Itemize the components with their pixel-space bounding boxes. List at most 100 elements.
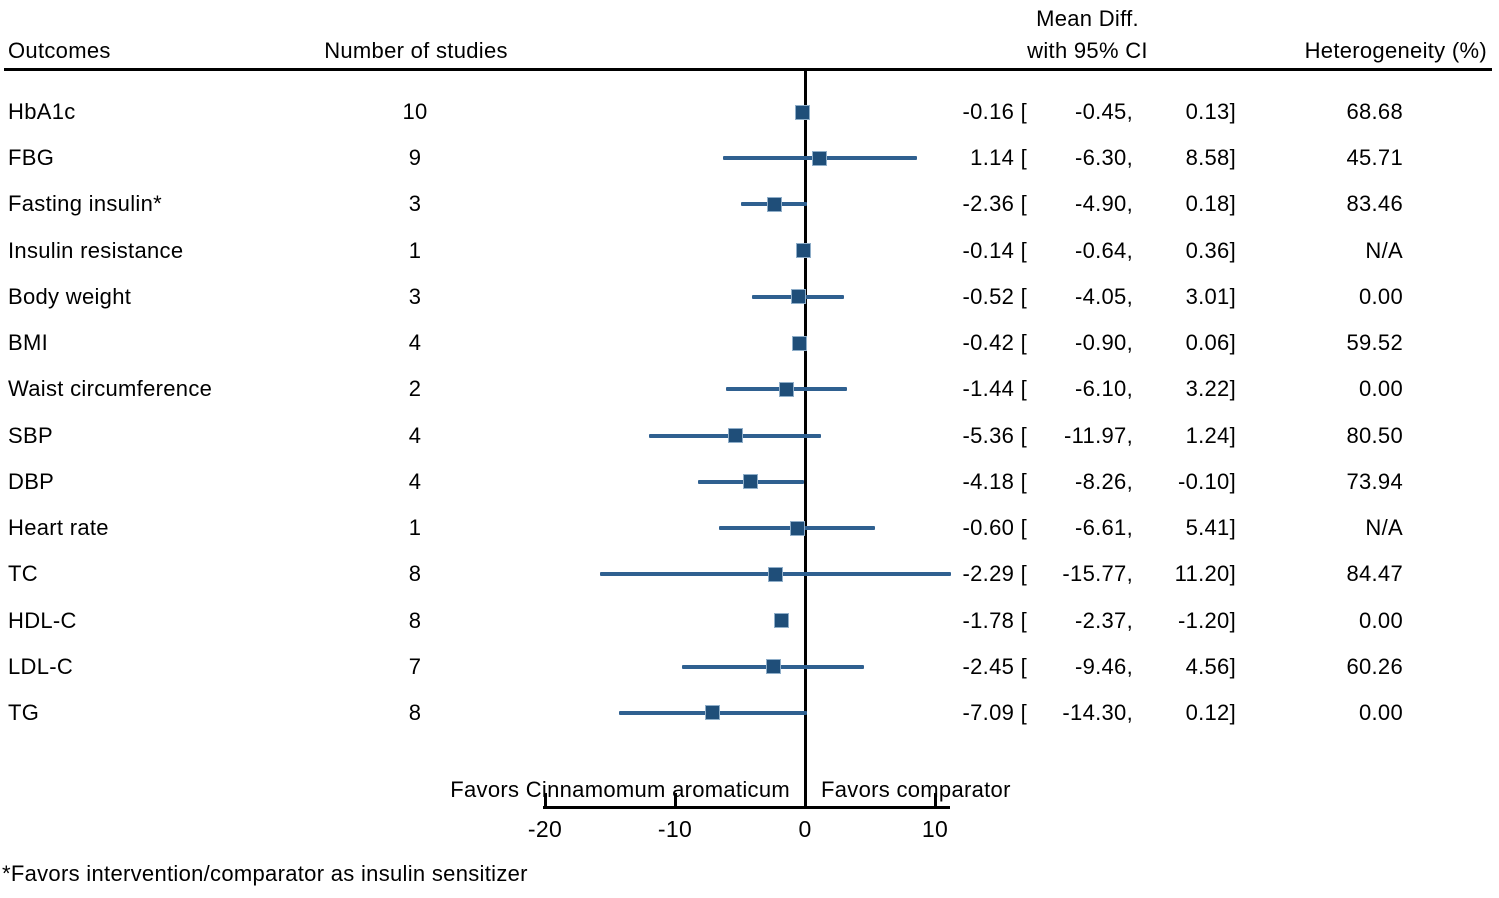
point-estimate-marker — [766, 660, 780, 674]
x-axis-line — [543, 806, 950, 809]
study-count: 8 — [408, 607, 422, 633]
mean-diff-estimate: -1.78 [ — [962, 607, 1027, 633]
mean-diff-estimate: -4.18 [ — [962, 468, 1027, 494]
study-count: 3 — [408, 283, 422, 309]
ci-lower-bound: -4.90, — [1074, 191, 1133, 217]
ci-lower-bound: -6.30, — [1074, 145, 1133, 171]
ci-lower-bound: -15.77, — [1062, 561, 1133, 587]
outcome-label: BMI — [8, 330, 49, 356]
mean-diff-estimate: -1.44 [ — [962, 376, 1027, 402]
ci-lower-bound: -8.26, — [1074, 468, 1133, 494]
x-axis-tick — [673, 793, 677, 807]
outcome-label: Body weight — [8, 283, 132, 309]
column-header-mean-diff-line2: with 95% CI — [1027, 38, 1148, 63]
ci-upper-bound: 0.06] — [1185, 330, 1236, 356]
point-estimate-marker — [706, 706, 720, 720]
ci-lower-bound: -6.61, — [1074, 515, 1133, 541]
outcome-label: Waist circumference — [8, 376, 213, 402]
ci-upper-bound: -0.10] — [1177, 468, 1236, 494]
study-count: 1 — [408, 237, 422, 263]
x-axis-tick — [933, 793, 937, 807]
x-axis-tick-label: -10 — [657, 816, 693, 842]
point-estimate-marker — [793, 336, 807, 350]
x-axis-tick-label: 0 — [798, 816, 812, 842]
mean-diff-estimate: -0.60 [ — [962, 515, 1027, 541]
outcome-label: LDL-C — [8, 653, 74, 679]
study-count: 1 — [408, 515, 422, 541]
study-count: 7 — [408, 653, 422, 679]
heterogeneity-value: 0.00 — [1358, 607, 1403, 633]
heterogeneity-value: N/A — [1365, 515, 1403, 541]
x-axis-tick-label: -20 — [527, 816, 563, 842]
outcome-label: HDL-C — [8, 607, 77, 633]
column-header-heterogeneity: Heterogeneity (%) — [1304, 38, 1487, 63]
x-axis-tick — [803, 793, 807, 807]
column-header-outcomes: Outcomes — [8, 38, 111, 63]
ci-upper-bound: 5.41] — [1185, 515, 1236, 541]
ci-upper-bound: 3.22] — [1185, 376, 1236, 402]
ci-upper-bound: 4.56] — [1185, 653, 1236, 679]
point-estimate-marker — [728, 429, 742, 443]
mean-diff-estimate: -2.29 [ — [962, 561, 1027, 587]
point-estimate-marker — [775, 614, 789, 628]
outcome-label: DBP — [8, 468, 55, 494]
mean-diff-estimate: -0.14 [ — [962, 237, 1027, 263]
outcome-label: Fasting insulin* — [8, 191, 162, 217]
outcome-label: TG — [8, 699, 40, 725]
point-estimate-marker — [744, 475, 758, 489]
ci-lower-bound: -9.46, — [1074, 653, 1133, 679]
outcome-label: FBG — [8, 145, 55, 171]
ci-lower-bound: -11.97, — [1064, 422, 1133, 448]
heterogeneity-value: 83.46 — [1346, 191, 1403, 217]
heterogeneity-value: 84.47 — [1346, 561, 1403, 587]
heterogeneity-value: 0.00 — [1358, 283, 1403, 309]
heterogeneity-value: 0.00 — [1358, 376, 1403, 402]
point-estimate-marker — [779, 382, 793, 396]
favors-left-label: Favors Cinnamomum aromaticum — [450, 777, 790, 802]
mean-diff-estimate: -7.09 [ — [962, 699, 1027, 725]
point-estimate-marker — [768, 567, 782, 581]
point-estimate-marker — [767, 197, 781, 211]
point-estimate-marker — [791, 290, 805, 304]
point-estimate-marker — [796, 105, 810, 119]
footnote: *Favors intervention/comparator as insul… — [2, 861, 528, 886]
heterogeneity-value: 45.71 — [1346, 145, 1403, 171]
ci-lower-bound: -2.37, — [1074, 607, 1133, 633]
x-axis-tick — [543, 793, 547, 807]
ci-lower-bound: -6.10, — [1074, 376, 1133, 402]
ci-lower-bound: -0.90, — [1074, 330, 1133, 356]
heterogeneity-value: 68.68 — [1346, 99, 1403, 124]
study-count: 9 — [408, 145, 422, 171]
mean-diff-estimate: -2.45 [ — [962, 653, 1027, 679]
study-count: 3 — [408, 191, 422, 217]
heterogeneity-value: 73.94 — [1346, 468, 1403, 494]
zero-reference-line — [804, 70, 807, 808]
ci-lower-bound: -4.05, — [1074, 283, 1133, 309]
outcome-label: Insulin resistance — [8, 237, 184, 263]
ci-upper-bound: 8.58] — [1185, 145, 1236, 171]
outcome-label: Heart rate — [8, 515, 109, 541]
x-axis-tick-label: 10 — [921, 816, 949, 842]
ci-upper-bound: -1.20] — [1177, 607, 1236, 633]
ci-lower-bound: -0.45, — [1074, 99, 1133, 124]
point-estimate-marker — [790, 521, 804, 535]
point-estimate-marker — [813, 151, 827, 165]
mean-diff-estimate: -5.36 [ — [962, 422, 1027, 448]
heterogeneity-value: 60.26 — [1346, 653, 1403, 679]
mean-diff-estimate: -0.16 [ — [962, 99, 1027, 124]
study-count: 8 — [408, 699, 422, 725]
study-count: 4 — [408, 468, 422, 494]
outcome-label: HbA1c — [8, 99, 76, 124]
column-header-number-of-studies: Number of studies — [324, 38, 508, 63]
ci-upper-bound: 1.24] — [1185, 422, 1236, 448]
study-count: 10 — [402, 99, 428, 124]
header-divider-line — [4, 68, 1492, 71]
study-count: 4 — [408, 422, 422, 448]
point-estimate-marker — [796, 244, 810, 258]
study-count: 2 — [408, 376, 422, 402]
ci-upper-bound: 0.36] — [1185, 237, 1236, 263]
ci-lower-bound: -0.64, — [1074, 237, 1133, 263]
mean-diff-estimate: -0.42 [ — [962, 330, 1027, 356]
ci-lower-bound: -14.30, — [1062, 699, 1133, 725]
